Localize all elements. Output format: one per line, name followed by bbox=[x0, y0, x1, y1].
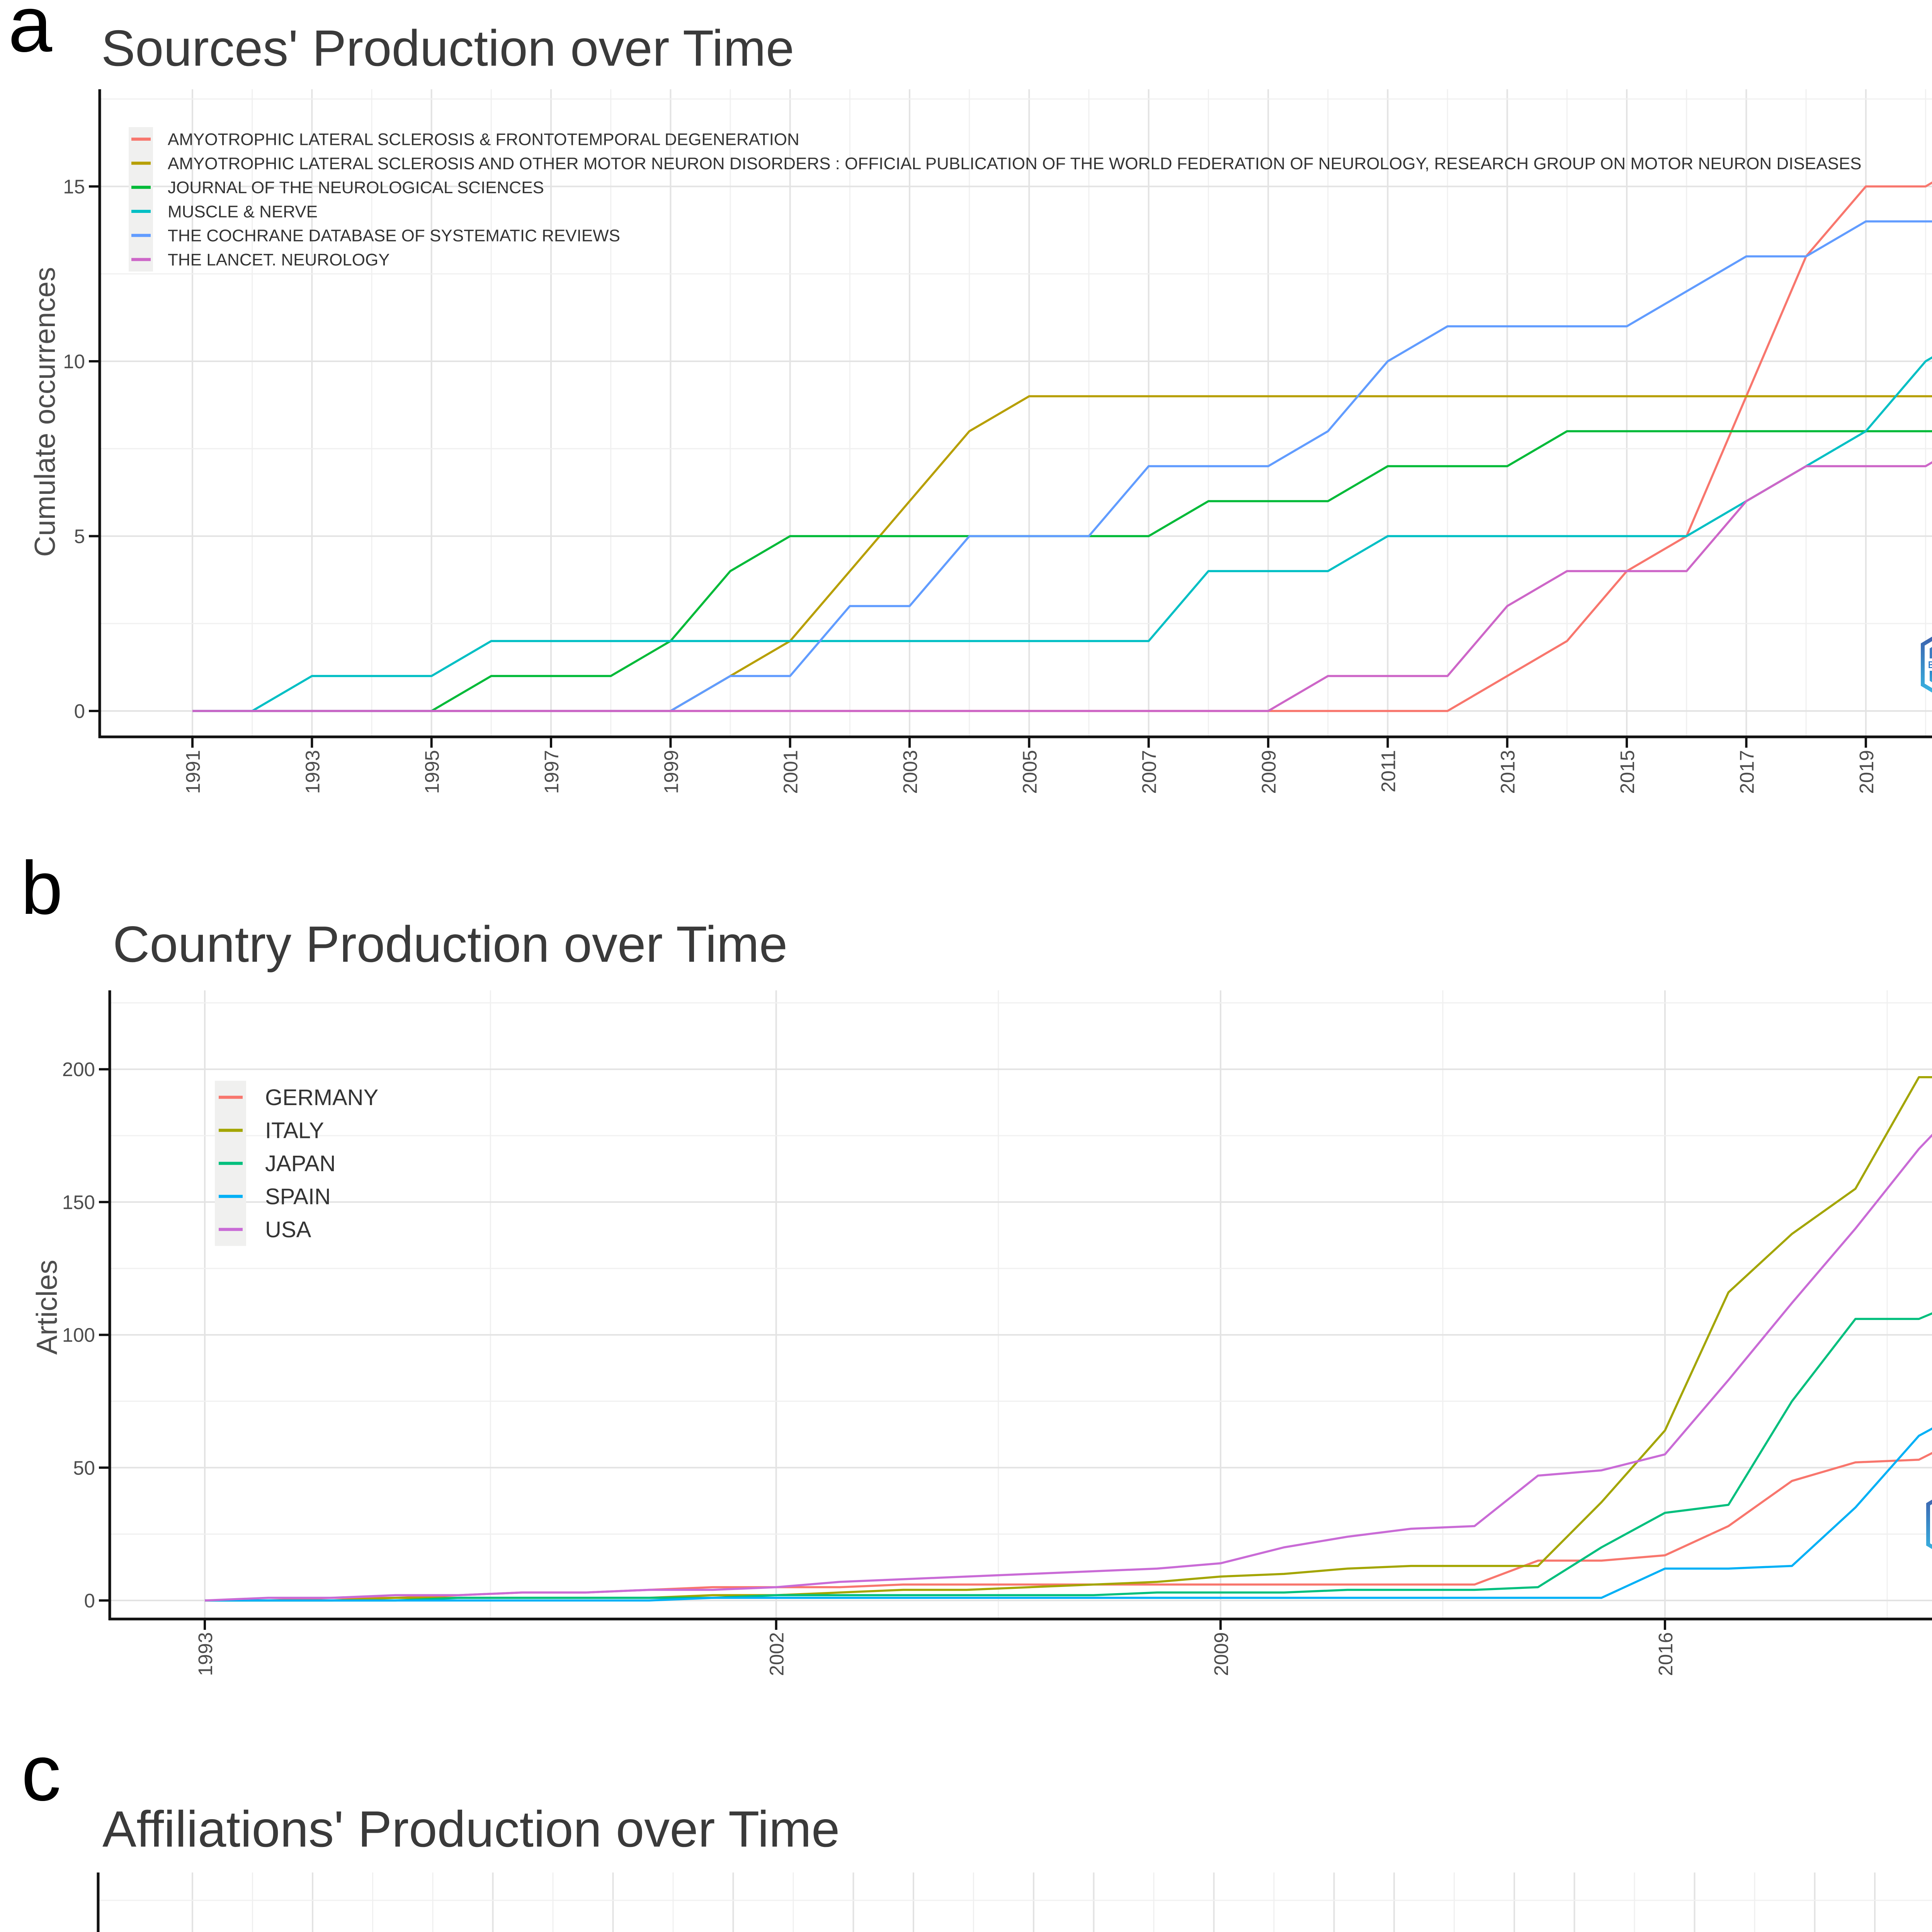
svg-text:JOURNAL OF THE NEUROLOGICAL SC: JOURNAL OF THE NEUROLOGICAL SCIENCES bbox=[168, 178, 544, 197]
svg-text:c: c bbox=[21, 1728, 61, 1817]
svg-text:0: 0 bbox=[84, 1590, 95, 1612]
svg-text:100: 100 bbox=[62, 1324, 95, 1346]
svg-text:THE COCHRANE DATABASE OF SYSTE: THE COCHRANE DATABASE OF SYSTEMATIC REVI… bbox=[168, 226, 620, 245]
svg-text:0: 0 bbox=[74, 700, 85, 722]
svg-text:2009: 2009 bbox=[1210, 1632, 1232, 1676]
svg-text:MUSCLE & NERVE: MUSCLE & NERVE bbox=[168, 202, 318, 221]
svg-text:150: 150 bbox=[62, 1191, 95, 1213]
svg-text:SPAIN: SPAIN bbox=[265, 1184, 331, 1209]
svg-text:Sources' Production over Time: Sources' Production over Time bbox=[101, 20, 794, 77]
svg-text:USA: USA bbox=[265, 1217, 311, 1242]
svg-text:AMYOTROPHIC LATERAL SCLEROSIS: AMYOTROPHIC LATERAL SCLEROSIS & FRONTOTE… bbox=[168, 130, 799, 149]
svg-text:1999: 1999 bbox=[660, 750, 682, 794]
svg-text:2001: 2001 bbox=[780, 750, 802, 794]
svg-text:1997: 1997 bbox=[541, 750, 563, 794]
svg-text:1991: 1991 bbox=[182, 750, 204, 794]
svg-text:2011: 2011 bbox=[1377, 750, 1399, 793]
svg-text:2007: 2007 bbox=[1138, 750, 1160, 794]
svg-text:1995: 1995 bbox=[421, 750, 443, 794]
svg-text:a: a bbox=[8, 0, 53, 68]
svg-text:2002: 2002 bbox=[766, 1632, 788, 1676]
svg-text:2009: 2009 bbox=[1258, 750, 1280, 794]
svg-text:GERMANY: GERMANY bbox=[265, 1085, 378, 1110]
svg-text:Country Production over Time: Country Production over Time bbox=[113, 916, 787, 973]
svg-text:50: 50 bbox=[73, 1457, 95, 1479]
svg-text:2013: 2013 bbox=[1497, 750, 1519, 794]
svg-text:2019: 2019 bbox=[1855, 750, 1878, 794]
svg-text:2016: 2016 bbox=[1655, 1632, 1677, 1676]
svg-text:2005: 2005 bbox=[1019, 750, 1041, 794]
svg-text:BIBLIOMETRIX: BIBLIOMETRIX bbox=[1928, 660, 1932, 670]
svg-text:b: b bbox=[21, 846, 63, 930]
svg-text:Cumulate occurrences: Cumulate occurrences bbox=[29, 267, 61, 557]
svg-text:200: 200 bbox=[62, 1058, 95, 1080]
svg-text:Articles: Articles bbox=[31, 1260, 63, 1355]
svg-text:2017: 2017 bbox=[1736, 750, 1758, 794]
svg-text:ITALY: ITALY bbox=[265, 1118, 324, 1143]
svg-text:Affiliations' Production over: Affiliations' Production over Time bbox=[102, 1801, 840, 1857]
svg-text:5: 5 bbox=[74, 526, 85, 548]
svg-text:JAPAN: JAPAN bbox=[265, 1151, 336, 1176]
svg-text:2015: 2015 bbox=[1616, 750, 1638, 794]
svg-text:THE LANCET. NEUROLOGY: THE LANCET. NEUROLOGY bbox=[168, 250, 390, 269]
svg-text:2003: 2003 bbox=[899, 750, 921, 794]
svg-text:AMYOTROPHIC LATERAL SCLEROSIS: AMYOTROPHIC LATERAL SCLEROSIS AND OTHER … bbox=[168, 154, 1862, 173]
svg-text:10: 10 bbox=[63, 350, 85, 372]
svg-text:15: 15 bbox=[63, 176, 85, 198]
svg-text:1993: 1993 bbox=[194, 1632, 216, 1676]
svg-text:1993: 1993 bbox=[301, 750, 323, 794]
